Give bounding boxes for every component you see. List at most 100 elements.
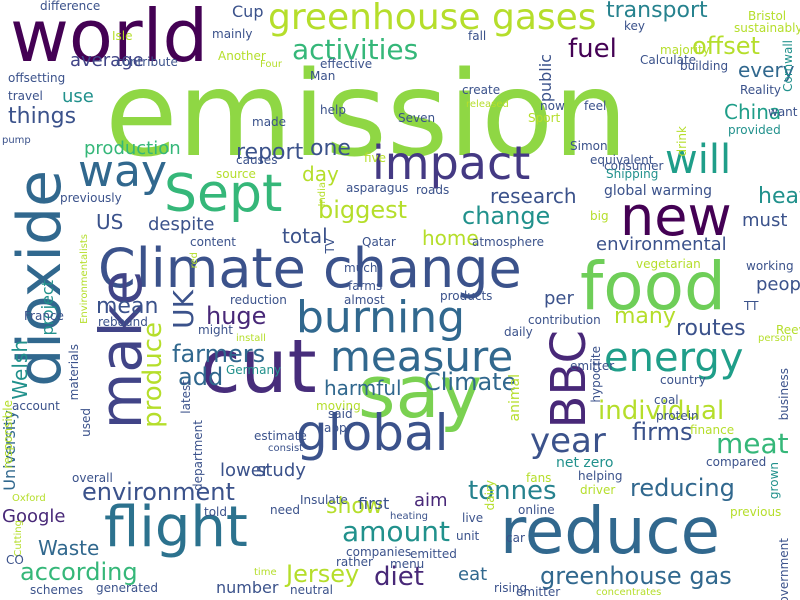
word-companies: companies (346, 545, 412, 559)
word-atmosphere: atmosphere (472, 235, 544, 249)
word-routes: routes (676, 316, 746, 341)
word-offset: offset (692, 32, 760, 60)
word-reeve: Reeve (776, 323, 800, 337)
word-unit: unit (456, 529, 480, 543)
word-despite: despite (148, 214, 215, 235)
word-must: must (742, 210, 788, 231)
word-project: project (38, 280, 57, 336)
word-contribute: contribute (116, 55, 178, 69)
word-show: show (326, 494, 383, 519)
word-mainly: mainly (212, 27, 253, 41)
word-welsh: Welsh (8, 340, 32, 400)
word-public: public (536, 54, 555, 103)
word-environmentalists: Environmentalists (79, 234, 90, 324)
word-china: China (724, 100, 782, 124)
word-isle: Isle (112, 29, 133, 43)
word-big: big (590, 209, 609, 223)
word-red: red (189, 252, 200, 269)
word-heat: heat (758, 184, 800, 209)
word-according: according (20, 558, 138, 586)
word-hypocrite: hypocrite (589, 346, 603, 403)
word-consumer: consumer (604, 159, 664, 173)
word-world: world (10, 0, 209, 78)
word-responsible: responsible (1, 400, 15, 469)
word-farmers: farmers (172, 340, 266, 368)
word-year: year (530, 421, 606, 461)
word-global: global (296, 404, 449, 462)
word-said: said (328, 407, 353, 421)
word-bbc: BBC (541, 330, 597, 429)
word-way: way (78, 146, 167, 197)
word-online: online (518, 503, 555, 517)
word-majority: majority (660, 43, 710, 57)
word-reducing: reducing (630, 474, 735, 502)
word-lower: lower (220, 460, 270, 481)
word-country: country (660, 373, 706, 387)
word-tt: TT (744, 299, 759, 313)
word-feel: feel (584, 99, 607, 113)
word-environmental: environmental (596, 234, 727, 255)
word-finance: finance (690, 423, 735, 437)
word-want: want (768, 105, 798, 119)
word-fuel: fuel (568, 34, 617, 64)
word-energy: energy (604, 335, 744, 381)
word-compared: compared (706, 455, 767, 469)
word-told: told (204, 505, 227, 519)
word-day: day (302, 162, 339, 186)
word-equivalent: equivalent (590, 153, 654, 167)
word-simon: Simon (570, 139, 608, 153)
word-protein: protein (656, 409, 699, 423)
word-oxford: Oxford (12, 493, 46, 504)
word-number: number (216, 578, 279, 597)
word-google: Google (2, 506, 66, 527)
word-diet: diet (374, 562, 424, 592)
word-help: help (320, 103, 346, 117)
word-grown: grown (767, 462, 781, 500)
word-flight: flight (104, 495, 248, 560)
word-sport: Sport (528, 111, 561, 125)
word-offsetting: offsetting (8, 71, 66, 85)
word-estimate: estimate (254, 429, 307, 443)
word-tonnes: tonnes (468, 476, 557, 506)
word-transport: transport (606, 0, 708, 23)
word-account: account (12, 399, 60, 413)
word-eat: eat (458, 564, 488, 585)
word-contribution: contribution (528, 313, 601, 327)
word-reality: Reality (740, 83, 782, 97)
word-person: person (758, 333, 793, 344)
word-used: used (79, 408, 93, 437)
word-source: source (216, 167, 256, 181)
word-study: study (256, 460, 306, 481)
word-generated: generated (96, 581, 158, 595)
word-products: products (440, 289, 493, 303)
word-mean: mean (96, 294, 159, 319)
word-heating: heating (390, 511, 429, 522)
word-climate: Climate (424, 368, 517, 396)
word-business: business (777, 368, 791, 421)
word-fans: fans (526, 471, 552, 485)
word-neutral: neutral (290, 583, 333, 597)
word-farms: farms (348, 279, 383, 293)
word-people: people (756, 274, 800, 295)
word-global-warming: global warming (604, 183, 712, 199)
word-latest: latest (179, 380, 193, 414)
word-much: much (344, 261, 378, 275)
word-waste: Waste (38, 536, 100, 560)
word-rather: rather (336, 555, 373, 569)
word-net-zero: net zero (556, 455, 614, 471)
word-fall: fall (468, 29, 487, 43)
word-report: report (236, 140, 304, 165)
word-previously: previously (60, 191, 122, 205)
word-average: average (70, 50, 144, 71)
word-emitter-2: emitter (516, 585, 561, 599)
word-might: might (198, 323, 233, 337)
word-home: home (422, 226, 479, 250)
word-department: department (191, 420, 205, 491)
word-jersey: Jersey (286, 560, 360, 588)
word-uk: UK (167, 290, 200, 329)
word-app: app (324, 421, 347, 435)
word-building: building (680, 59, 729, 73)
word-shipping: Shipping (606, 167, 659, 181)
word-greenhouse-gases: greenhouse gases (268, 0, 597, 38)
